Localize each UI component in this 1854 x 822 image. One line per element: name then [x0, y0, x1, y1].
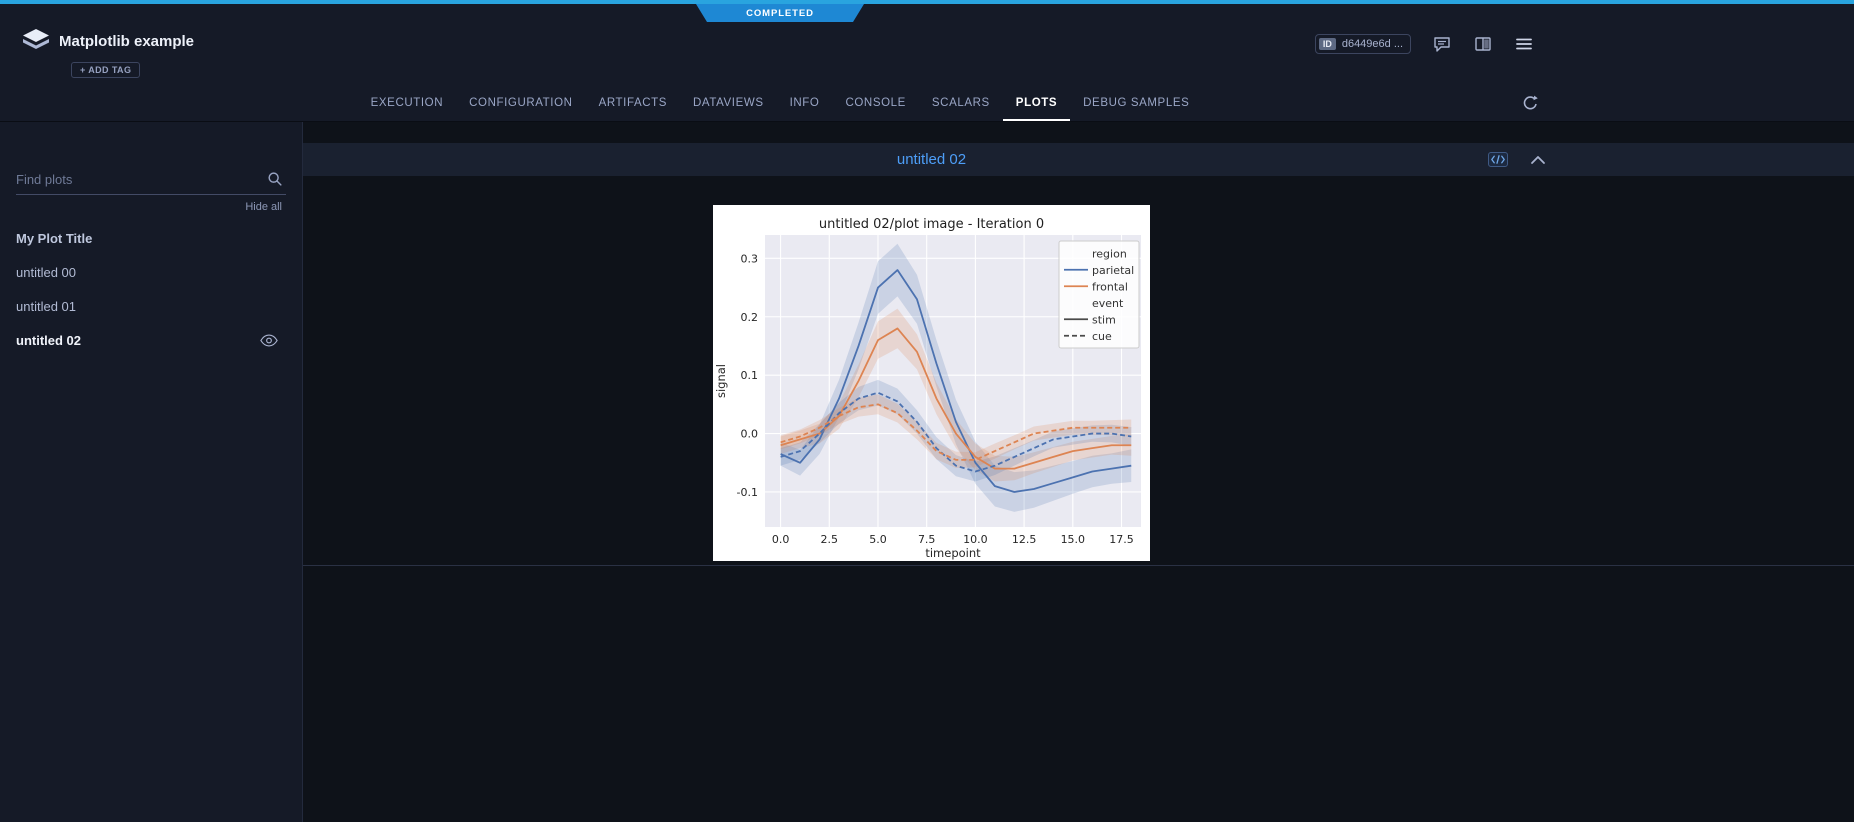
tab-execution[interactable]: EXECUTION — [370, 97, 444, 109]
status-label: COMPLETED — [746, 7, 814, 19]
svg-text:stim: stim — [1092, 313, 1116, 326]
svg-text:signal: signal — [714, 364, 728, 398]
plot-group-header: untitled 02 — [303, 143, 1854, 176]
panels-icon[interactable] — [1473, 34, 1493, 54]
search-input[interactable] — [16, 168, 286, 195]
svg-text:-0.1: -0.1 — [737, 486, 758, 499]
svg-text:7.5: 7.5 — [918, 533, 936, 546]
eye-icon[interactable] — [260, 334, 278, 347]
app-header: COMPLETED Matplotlib example + ADD TAG I… — [0, 4, 1854, 88]
hide-all-link[interactable]: Hide all — [245, 201, 282, 213]
svg-text:0.1: 0.1 — [741, 369, 759, 382]
svg-text:12.5: 12.5 — [1012, 533, 1037, 546]
code-view-icon[interactable] — [1488, 152, 1508, 167]
plots-sidebar: Hide all My Plot Title untitled 00 untit… — [0, 122, 303, 822]
plot-list: My Plot Title untitled 00 untitled 01 un… — [0, 221, 302, 357]
refresh-icon[interactable] — [1520, 94, 1540, 119]
plots-content: untitled 02 — [303, 122, 1854, 822]
tab-bar: EXECUTION CONFIGURATION ARTIFACTS DATAVI… — [0, 88, 1854, 122]
app-logo — [22, 28, 50, 54]
svg-text:cue: cue — [1092, 330, 1112, 343]
comment-icon[interactable] — [1432, 34, 1452, 54]
tab-scalars[interactable]: SCALARS — [931, 97, 990, 109]
search-icon[interactable] — [266, 170, 284, 193]
plot-title: untitled 02/plot image - Iteration 0 — [818, 217, 1045, 232]
svg-text:5.0: 5.0 — [869, 533, 887, 546]
tab-artifacts[interactable]: ARTIFACTS — [598, 97, 668, 109]
list-item[interactable]: untitled 01 — [16, 298, 76, 314]
svg-text:0.3: 0.3 — [741, 252, 759, 265]
plot-group-title: untitled 02 — [896, 151, 967, 168]
tab-plots[interactable]: PLOTS — [1002, 88, 1071, 121]
svg-text:timepoint: timepoint — [925, 546, 981, 560]
tab-dataviews[interactable]: DATAVIEWS — [693, 97, 764, 109]
id-value: d6449e6d ... — [1341, 38, 1403, 50]
tab-info[interactable]: INFO — [789, 97, 820, 109]
svg-text:0.0: 0.0 — [741, 428, 759, 441]
list-item[interactable]: untitled 00 — [16, 264, 76, 280]
svg-text:17.5: 17.5 — [1109, 533, 1134, 546]
svg-text:10.0: 10.0 — [963, 533, 988, 546]
status-ribbon: COMPLETED — [696, 4, 864, 22]
id-badge: ID — [1318, 38, 1336, 50]
svg-text:parietal: parietal — [1092, 264, 1134, 277]
svg-text:event: event — [1092, 297, 1124, 310]
collapse-icon[interactable] — [1530, 155, 1546, 165]
tab-debug-samples[interactable]: DEBUG SAMPLES — [1083, 97, 1190, 109]
svg-text:2.5: 2.5 — [821, 533, 839, 546]
menu-icon[interactable] — [1514, 34, 1534, 54]
svg-text:15.0: 15.0 — [1061, 533, 1086, 546]
tab-configuration[interactable]: CONFIGURATION — [469, 97, 573, 109]
plot-canvas[interactable]: 0.0 2.5 5.0 7.5 10.0 12.5 15.0 17.5 -0.1 0.0 0.1 0.… — [713, 235, 1150, 561]
tab-console[interactable]: CONSOLE — [845, 97, 906, 109]
experiment-id-chip[interactable]: ID d6449e6d ... — [1314, 34, 1411, 54]
add-tag-button[interactable]: + ADD TAG — [71, 62, 141, 78]
plot-group-untitled-02: untitled 02 — [303, 143, 1854, 566]
svg-text:0.2: 0.2 — [741, 311, 759, 324]
list-item[interactable]: My Plot Title — [16, 230, 93, 246]
svg-text:region: region — [1092, 247, 1127, 260]
svg-text:0.0: 0.0 — [772, 533, 790, 546]
top-status-strip — [0, 0, 1854, 4]
experiment-title: Matplotlib example — [59, 32, 195, 50]
svg-text:frontal: frontal — [1092, 280, 1128, 293]
plot-figure[interactable]: untitled 02/plot image - Iteration 0 0.0… — [713, 205, 1150, 561]
list-item-selected[interactable]: untitled 02 — [0, 323, 302, 357]
